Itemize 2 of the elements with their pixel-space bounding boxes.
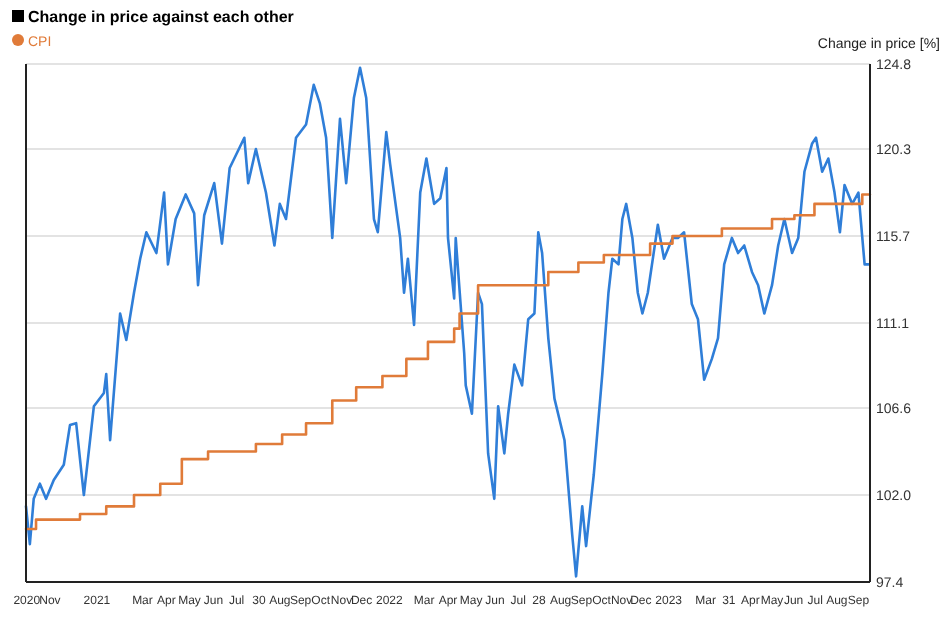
line-series	[24, 66, 870, 578]
chart-title: Change in price against each other	[28, 8, 294, 26]
